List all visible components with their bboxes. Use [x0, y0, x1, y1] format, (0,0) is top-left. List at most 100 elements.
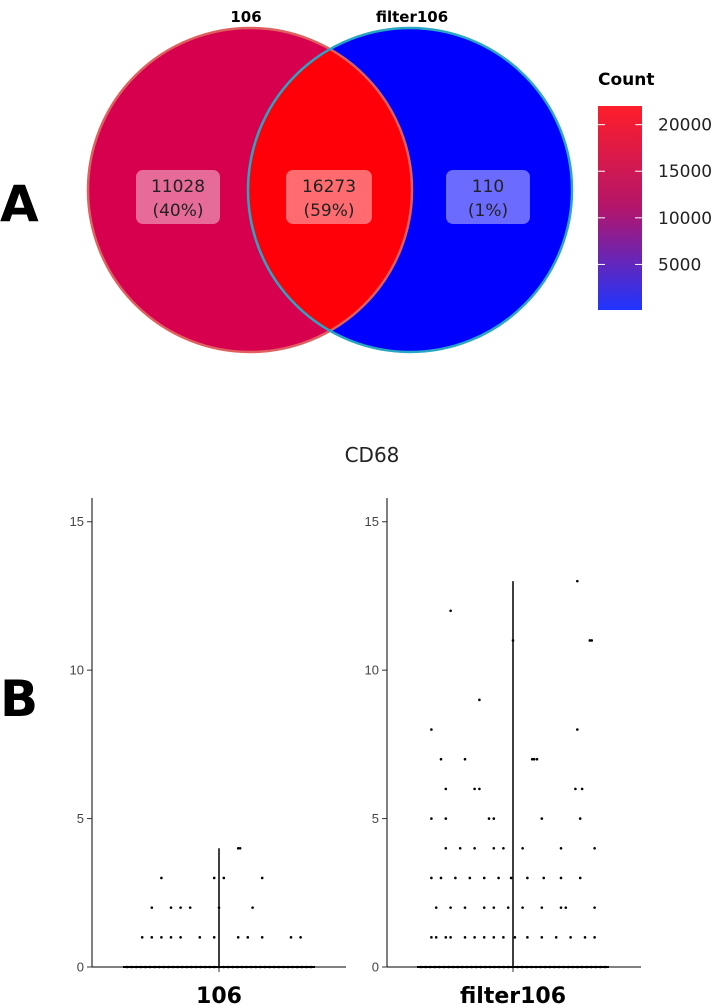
data-point	[254, 965, 258, 969]
data-point	[160, 876, 163, 880]
data-point	[458, 846, 462, 850]
region-percent: (40%)	[152, 201, 203, 221]
data-point	[559, 846, 563, 850]
data-point	[511, 965, 515, 969]
legend-ticks: 20000 15000 10000 5000	[598, 116, 712, 275]
data-point	[461, 965, 464, 969]
data-point	[289, 936, 293, 939]
data-point	[559, 876, 563, 880]
data-point	[487, 817, 491, 820]
data-point	[259, 965, 262, 969]
data-point	[482, 906, 486, 909]
data-point	[530, 965, 533, 969]
data-point	[516, 965, 519, 969]
data-point	[442, 965, 446, 969]
data-point	[454, 876, 457, 880]
data-point	[578, 876, 582, 880]
data-point	[502, 846, 505, 850]
data-point	[576, 579, 579, 583]
data-point	[474, 965, 478, 969]
data-point	[521, 846, 524, 850]
data-point	[492, 817, 496, 820]
data-point	[236, 846, 240, 850]
data-point	[539, 965, 542, 969]
data-point	[212, 876, 216, 880]
data-point	[179, 936, 182, 939]
venn-set-label-filter106: filter106	[376, 8, 448, 26]
data-point	[507, 965, 510, 969]
data-point	[160, 936, 163, 939]
data-point	[506, 906, 510, 909]
data-point	[449, 906, 452, 909]
data-point	[451, 965, 455, 969]
data-point	[430, 817, 433, 820]
venn-region-label-106-only: 11028 (40%)	[136, 170, 220, 224]
data-point	[484, 965, 487, 969]
facet-filter106: 0 5 10 15 filter106	[365, 498, 641, 1008]
data-point	[148, 965, 152, 969]
data-point	[497, 965, 501, 969]
data-point	[488, 965, 492, 969]
data-point	[593, 846, 596, 850]
data-point	[569, 936, 572, 939]
data-point	[169, 936, 173, 939]
data-point	[542, 876, 546, 880]
legend-color-bar	[598, 106, 642, 310]
y-tick-label: 0	[372, 960, 379, 975]
data-point	[272, 965, 276, 969]
data-point	[463, 757, 467, 761]
data-point	[203, 965, 207, 969]
data-point	[185, 965, 189, 969]
data-point	[492, 906, 496, 909]
data-point	[434, 906, 438, 909]
data-point	[593, 936, 596, 939]
data-point	[134, 965, 138, 969]
y-tick-label: 5	[77, 811, 84, 826]
data-point	[295, 965, 299, 969]
y-tick-label: 5	[372, 811, 379, 826]
legend-tick-label: 20000	[658, 116, 712, 136]
data-point	[231, 965, 235, 969]
data-point	[482, 876, 486, 880]
facet-106: 0 5 10 15 106	[70, 498, 346, 1008]
data-point	[578, 817, 582, 820]
data-point	[226, 965, 230, 969]
data-point	[246, 936, 250, 939]
data-point	[309, 965, 313, 969]
data-point	[236, 965, 239, 969]
data-point	[419, 965, 423, 969]
data-point	[430, 936, 433, 939]
data-point	[150, 936, 154, 939]
data-point	[492, 936, 496, 939]
data-point	[171, 965, 175, 969]
data-point	[434, 936, 438, 939]
region-label-box	[286, 170, 372, 224]
y-tick-label: 10	[365, 663, 379, 678]
data-point	[603, 965, 607, 969]
data-point	[465, 965, 469, 969]
data-point	[263, 965, 267, 969]
data-point	[574, 787, 577, 791]
data-point	[589, 965, 593, 969]
data-point	[557, 965, 561, 969]
data-point	[439, 757, 443, 761]
data-point	[540, 817, 544, 820]
data-point	[150, 906, 154, 909]
data-point	[588, 639, 592, 642]
region-label-box	[136, 170, 220, 224]
data-point	[593, 906, 596, 909]
data-point	[566, 965, 570, 969]
data-point	[167, 965, 170, 969]
data-point	[585, 965, 588, 969]
data-point	[543, 965, 547, 969]
data-point	[482, 936, 486, 939]
data-point	[286, 965, 290, 969]
data-point	[444, 936, 448, 939]
data-point	[444, 817, 448, 820]
data-point	[463, 906, 467, 909]
data-point	[179, 906, 182, 909]
venn-intersection	[248, 28, 412, 352]
data-point	[130, 965, 133, 969]
data-point	[478, 698, 481, 702]
